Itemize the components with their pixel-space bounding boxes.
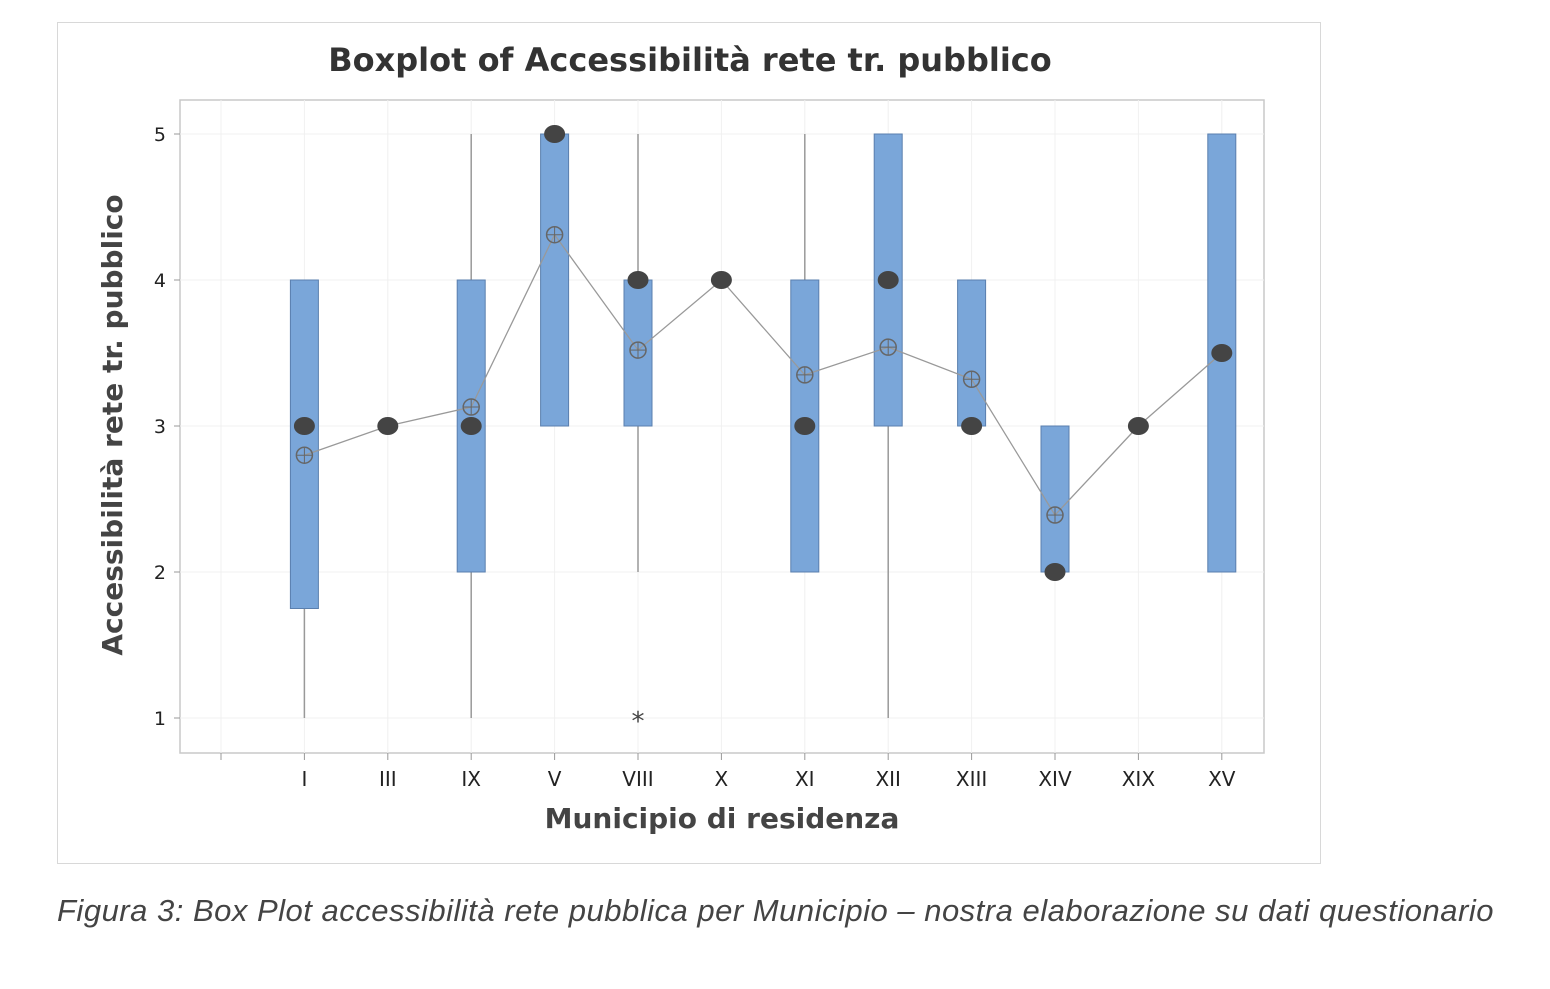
mean-marker <box>879 338 897 356</box>
mean-marker <box>796 366 814 384</box>
x-tick-label: VIII <box>622 767 653 791</box>
median-marker <box>627 271 649 289</box>
mean-marker <box>545 225 564 244</box>
x-tick-label: XV <box>1208 767 1236 791</box>
box-XIII <box>957 279 987 427</box>
x-axis-label: Municipio di residenza <box>545 802 900 835</box>
box-I <box>289 279 319 718</box>
outlier-marker: * <box>632 707 645 737</box>
figure-caption: Figura 3: Box Plot accessibilità rete pu… <box>57 893 1494 928</box>
x-tick-label: III <box>379 767 397 791</box>
box-V <box>540 133 570 427</box>
mean-marker <box>962 370 981 389</box>
y-tick-label: 2 <box>154 562 166 584</box>
x-tick-label: XII <box>875 767 901 791</box>
median-marker <box>377 417 399 435</box>
median-marker <box>961 417 983 435</box>
median-marker <box>460 417 482 435</box>
median-marker <box>877 271 899 289</box>
x-tick-label: IX <box>461 767 481 791</box>
median-marker <box>794 417 816 435</box>
x-tick-label: XIX <box>1122 767 1156 791</box>
y-tick-label: 5 <box>154 124 166 146</box>
y-axis-label: Accessibilità rete tr. pubblico <box>96 194 129 655</box>
x-tick-label: V <box>548 767 562 791</box>
x-tick-label: XIV <box>1038 767 1072 791</box>
x-tick-label: XI <box>795 767 815 791</box>
y-tick-label: 3 <box>154 416 166 438</box>
chart-title: Boxplot of Accessibilità rete tr. pubbli… <box>328 41 1052 79</box>
x-tick-label: XIII <box>956 767 987 791</box>
median-marker <box>1127 417 1149 435</box>
x-tick-label: X <box>715 767 729 791</box>
mean-marker <box>295 446 314 464</box>
mean-marker <box>629 341 647 359</box>
median-marker <box>544 125 566 143</box>
iqr-box <box>289 279 319 609</box>
figure-frame <box>57 22 1321 864</box>
mean-connect-line <box>304 233 1223 517</box>
median-marker <box>710 271 732 289</box>
x-tick-label: I <box>301 767 307 791</box>
median-marker <box>293 417 315 435</box>
iqr-box <box>540 133 570 427</box>
mean-marker <box>1046 506 1064 524</box>
median-marker <box>1044 563 1066 581</box>
iqr-box <box>957 279 987 427</box>
y-tick-label: 1 <box>154 708 166 730</box>
mean-marker <box>462 398 480 416</box>
y-tick-label: 4 <box>154 270 166 292</box>
median-marker <box>1211 344 1233 362</box>
